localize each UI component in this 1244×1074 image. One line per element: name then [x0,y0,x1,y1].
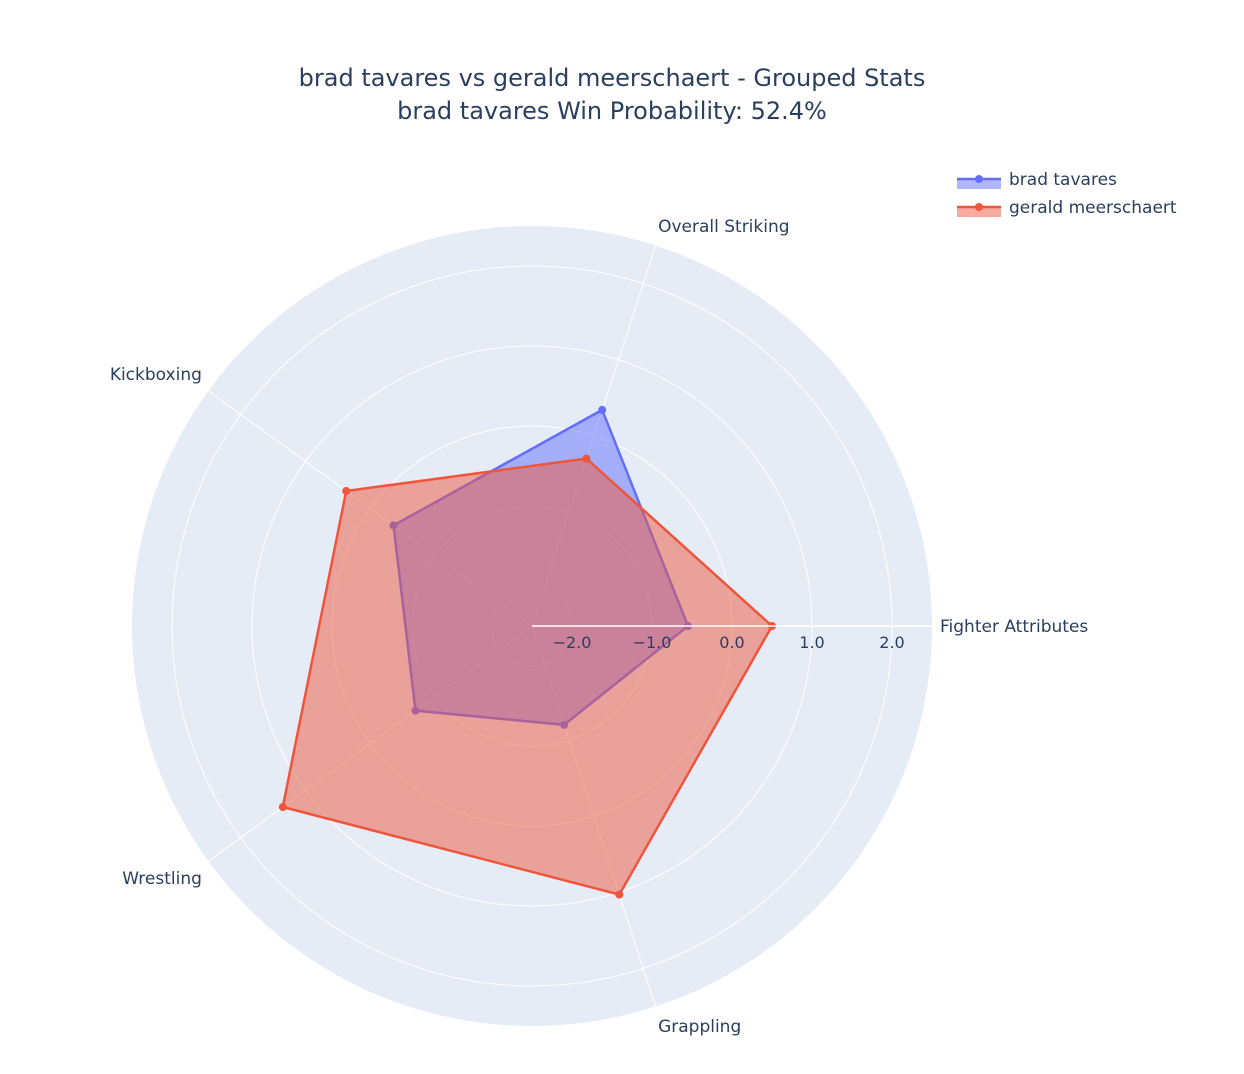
data-point-gerald-meerschaert [615,890,624,899]
legend-marker [975,175,983,183]
axis-label: Overall Striking [658,217,789,237]
radial-tick-label: 0.0 [719,633,744,652]
radial-tick-labels: −2.0 −1.0 0.0 1.0 2.0 [532,625,932,652]
legend-label: brad tavares [1009,170,1117,190]
series-area-gerald-meerschaert [281,457,774,896]
legend-swatch [957,179,1001,189]
legend-item-gerald-meerschaert[interactable]: gerald meerschaert [957,198,1177,218]
legend-item-brad-tavares[interactable]: brad tavares [957,170,1117,190]
data-point-gerald-meerschaert [278,803,287,812]
angular-axis-labels: Fighter Attributes Overall Striking Kickbo… [110,217,1089,1037]
data-point-gerald-meerschaert [342,487,351,496]
radial-tick-label: −1.0 [633,633,672,652]
data-point-gerald-meerschaert [582,454,591,463]
axis-label: Wrestling [122,869,202,889]
axis-label: Grappling [658,1017,741,1037]
axis-label: Kickboxing [110,365,202,385]
legend[interactable]: brad tavares gerald meerschaert [957,170,1177,218]
radial-tick-label: 2.0 [879,633,904,652]
legend-marker [975,203,983,211]
radial-tick-label: −2.0 [553,633,592,652]
chart-subtitle-line: brad tavares Win Probability: 52.4% [397,97,827,125]
data-point-brad-tavares [598,405,607,414]
chart-title-line-1: brad tavares vs gerald meerschaert - Gro… [299,64,926,92]
legend-label: gerald meerschaert [1009,198,1177,218]
axis-label: Fighter Attributes [940,617,1088,637]
radial-tick-label: 1.0 [799,633,824,652]
chart-title: brad tavares vs gerald meerschaert - Gro… [299,64,926,125]
legend-swatch [957,207,1001,217]
series-layer [278,405,776,899]
